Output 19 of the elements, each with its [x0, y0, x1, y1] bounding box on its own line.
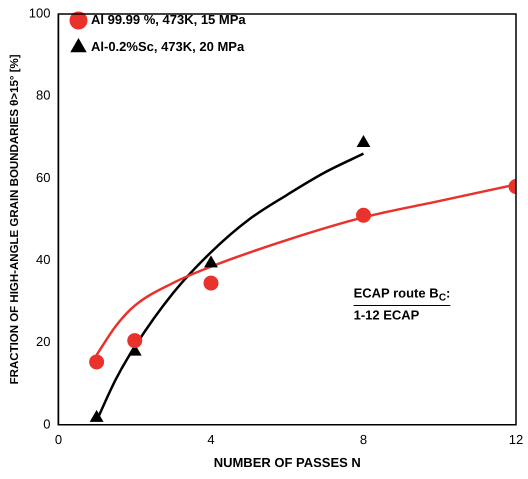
point [127, 333, 142, 348]
point [90, 410, 104, 422]
y-tick-label: 0 [43, 416, 50, 432]
x-tick-label: 4 [207, 432, 215, 448]
point [203, 276, 218, 291]
x-axis-title: NUMBER OF PASSES N [214, 454, 361, 470]
y-tick-label: 60 [36, 170, 50, 185]
y-tick-label: 20 [36, 334, 50, 350]
y-tick-label: 100 [28, 6, 50, 21]
point [89, 354, 104, 370]
x-tick-label: 0 [54, 432, 62, 448]
x-tick-label: 8 [360, 432, 368, 448]
legend-label: Al 99.99 %, 473K, 15 MPa [90, 12, 246, 28]
legend-label: Al-0.2%Sc, 473K, 20 MPa [90, 39, 245, 54]
annotation: 1-12 ECAP [354, 307, 420, 322]
x-tick-label: 12 [508, 432, 524, 448]
y-tick-label: 80 [36, 88, 50, 103]
y-tick-label: 40 [36, 252, 50, 268]
y-axis-title: FRACTION OF HIGH-ANGLE GRAIN BOUNDARIES θ>15° [%] [9, 54, 22, 384]
